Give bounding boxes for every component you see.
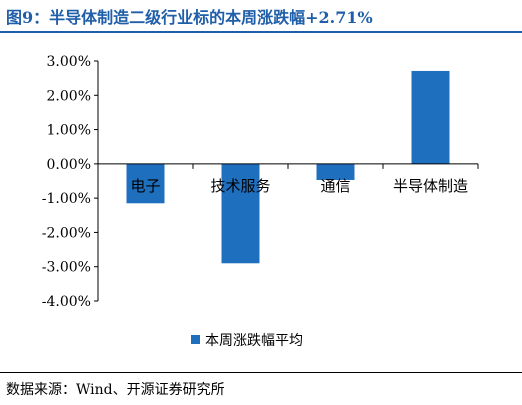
x-category-label: 技术服务 [210, 177, 270, 195]
y-tick-label: -4.00% [42, 294, 91, 310]
y-tick-label: -2.00% [42, 225, 91, 241]
bar [316, 163, 355, 180]
axes [97, 61, 479, 301]
y-tick-label: -1.00% [42, 191, 91, 207]
bar [221, 163, 260, 264]
bar-series [126, 70, 450, 264]
x-category-label: 通信 [320, 177, 350, 195]
y-axis-ticks: 3.00% 2.00% 1.00% 0.00% -1.00% -2.00% -3.00% -4… [42, 54, 98, 310]
x-category-label: 电子 [130, 177, 160, 195]
y-tick-label: -3.00% [42, 260, 91, 276]
x-axis-labels: 电子 技术服务 通信 半导体制造 [130, 177, 468, 195]
x-category-label: 半导体制造 [393, 177, 468, 195]
legend-label: 本周涨跌幅平均 [205, 333, 303, 349]
y-tick-label: 2.00% [47, 88, 91, 104]
bar [411, 70, 450, 164]
y-tick-label: 0.00% [47, 157, 91, 173]
source-rule [0, 372, 522, 373]
y-tick-label: 1.00% [47, 123, 91, 139]
title-rule [0, 31, 522, 33]
source-note: 数据来源：Wind、开源证券研究所 [6, 382, 225, 398]
legend: 本周涨跌幅平均 [191, 333, 303, 349]
bar [126, 163, 165, 204]
bar-chart: 3.00% 2.00% 1.00% 0.00% -1.00% -2.00% -3.00% -4… [42, 54, 479, 349]
figure-title: 图9：半导体制造二级行业标的本周涨跌幅+2.71% [6, 8, 373, 27]
legend-swatch [191, 335, 200, 344]
y-tick-label: 3.00% [47, 54, 91, 70]
